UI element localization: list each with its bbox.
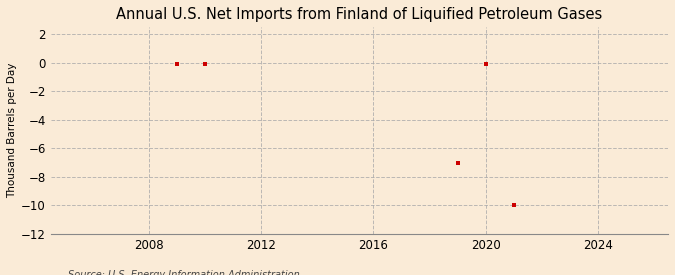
Y-axis label: Thousand Barrels per Day: Thousand Barrels per Day (7, 63, 17, 198)
Text: Source: U.S. Energy Information Administration: Source: U.S. Energy Information Administ… (68, 271, 299, 275)
Title: Annual U.S. Net Imports from Finland of Liquified Petroleum Gases: Annual U.S. Net Imports from Finland of … (116, 7, 603, 22)
